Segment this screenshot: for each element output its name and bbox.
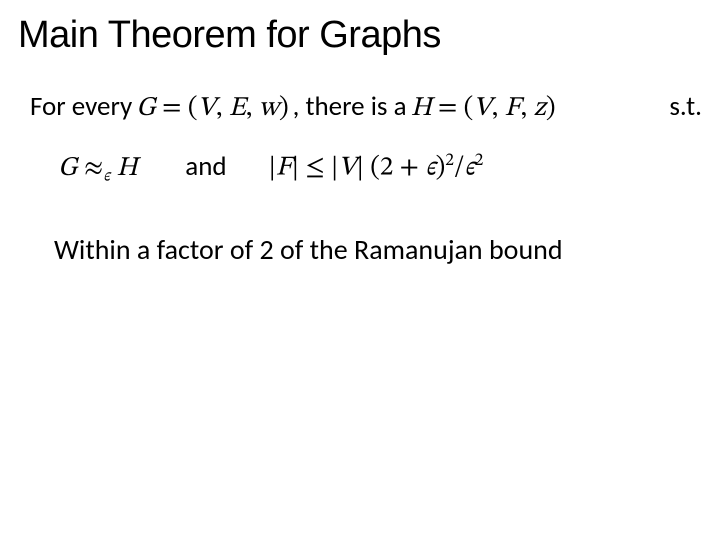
math-H-def: H = (V, F, z) [411,92,556,126]
page-title: Main Theorem for Graphs [18,14,441,57]
math-bound: |F| ≤ |V| (2 + ϵ)2/ϵ2 [269,151,484,186]
line-1: For every G = (V, E, w) , there is a H =… [30,90,710,126]
math-approx: G ≈ϵ H [58,152,137,187]
text-for-every: For every [30,90,132,123]
math-H: H = (V, F, z) [411,95,556,122]
text-and: and [185,150,226,183]
math-G: G = (V, E, w) [136,95,288,122]
text-there-is-a: , there is a [293,90,407,123]
line-2: G ≈ϵ H and |F| ≤ |V| (2 + ϵ)2/ϵ2 [50,150,690,187]
text-st: s.t. [669,90,702,123]
math-G-def: G = (V, E, w) [136,92,288,126]
line-3: Within a factor of 2 of the Ramanujan bo… [54,232,563,267]
